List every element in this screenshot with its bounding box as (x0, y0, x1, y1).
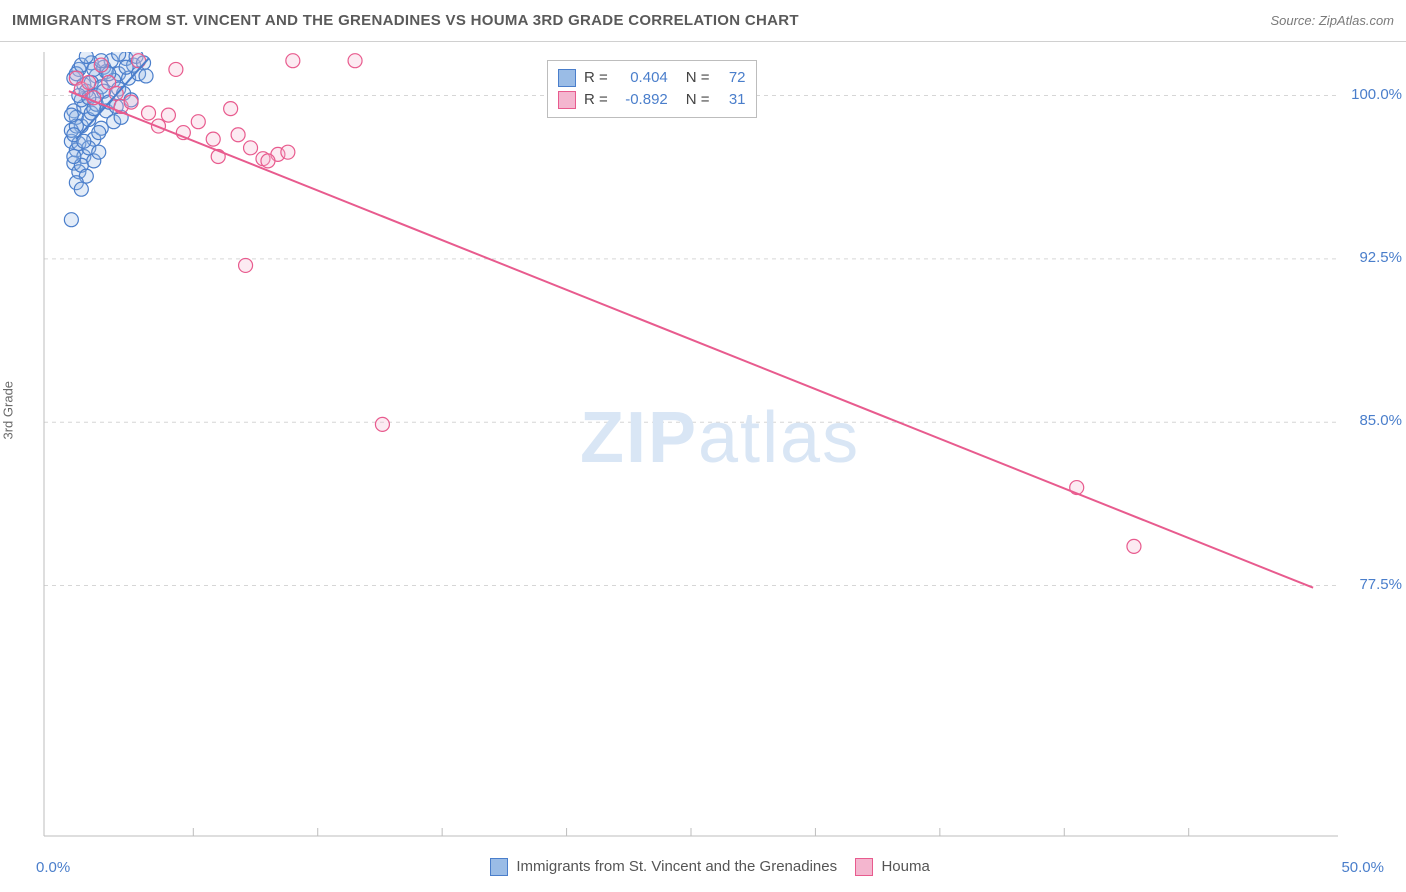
y-tick-label: 85.0% (1359, 412, 1402, 429)
chart-container: 3rd Grade ZIPatlas R = 0.404 N = 72 R = … (0, 52, 1406, 872)
chart-title: IMMIGRANTS FROM ST. VINCENT AND THE GREN… (12, 12, 799, 29)
legend-swatch-series2 (558, 91, 576, 109)
correlation-legend: R = 0.404 N = 72 R = -0.892 N = 31 (547, 60, 757, 118)
bottom-swatch-series1 (490, 858, 508, 876)
legend-swatch-series1 (558, 69, 576, 87)
bottom-label-series2: Houma (881, 858, 929, 875)
title-bar: IMMIGRANTS FROM ST. VINCENT AND THE GREN… (0, 0, 1406, 42)
legend-row-series1: R = 0.404 N = 72 (558, 67, 746, 89)
source-attribution: Source: ZipAtlas.com (1270, 13, 1394, 28)
legend-row-series2: R = -0.892 N = 31 (558, 89, 746, 111)
bottom-label-series1: Immigrants from St. Vincent and the Gren… (516, 858, 837, 875)
y-tick-label: 92.5% (1359, 249, 1402, 266)
series-legend: Immigrants from St. Vincent and the Gren… (0, 858, 1406, 876)
y-tick-label: 77.5% (1359, 576, 1402, 593)
scatter-plot (0, 52, 1406, 872)
bottom-swatch-series2 (855, 858, 873, 876)
y-tick-label: 100.0% (1351, 86, 1402, 103)
